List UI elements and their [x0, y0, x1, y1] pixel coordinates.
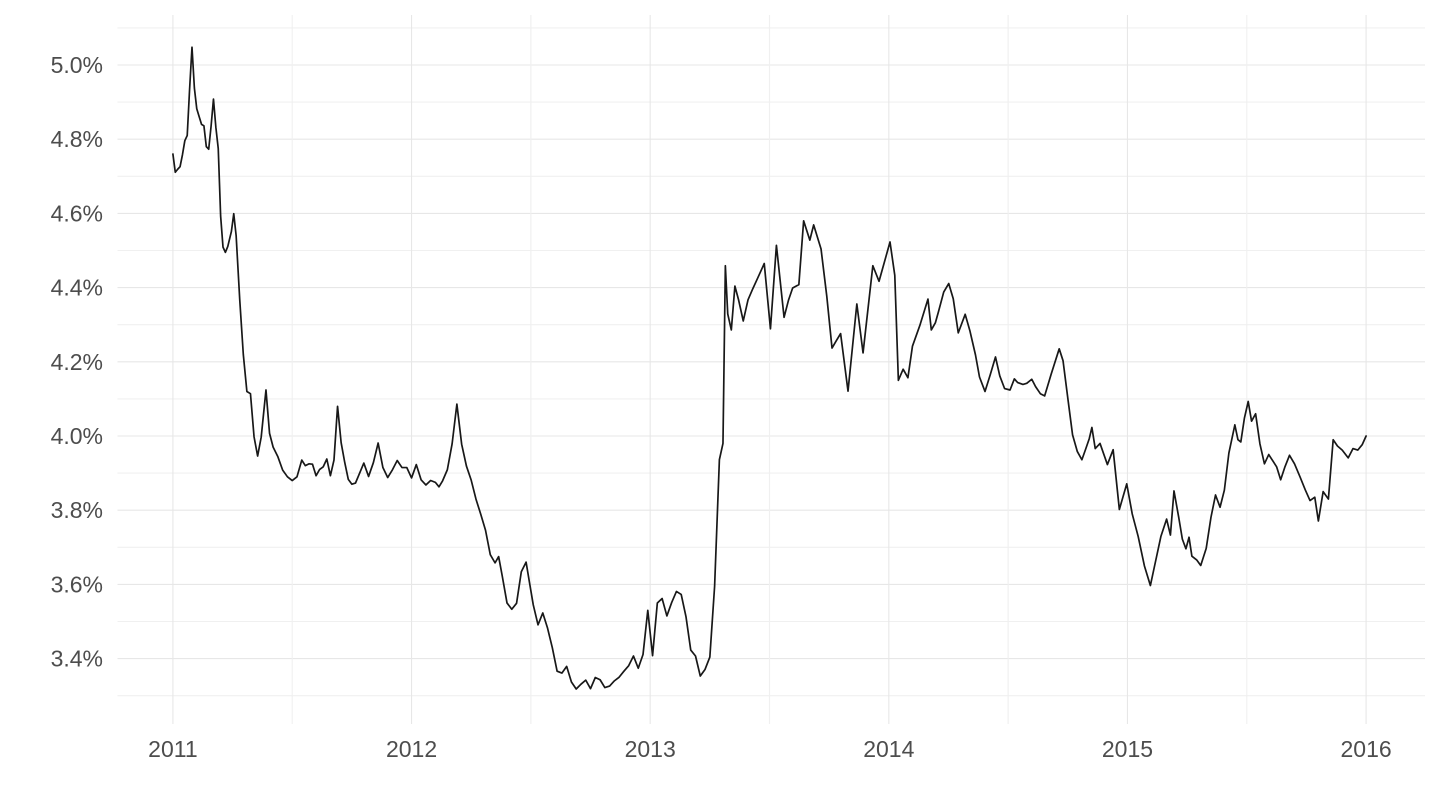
- svg-text:2012: 2012: [386, 736, 437, 762]
- svg-text:2011: 2011: [148, 736, 197, 762]
- svg-text:2016: 2016: [1341, 736, 1392, 762]
- svg-text:3.4%: 3.4%: [51, 646, 103, 672]
- svg-text:5.0%: 5.0%: [51, 52, 103, 78]
- svg-text:4.0%: 4.0%: [51, 423, 103, 449]
- svg-text:2014: 2014: [863, 736, 914, 762]
- svg-text:4.8%: 4.8%: [51, 126, 103, 152]
- svg-text:4.2%: 4.2%: [51, 349, 103, 375]
- svg-text:2013: 2013: [625, 736, 676, 762]
- svg-text:4.6%: 4.6%: [51, 200, 103, 226]
- svg-text:2015: 2015: [1102, 736, 1153, 762]
- svg-text:3.8%: 3.8%: [51, 497, 103, 523]
- svg-text:4.4%: 4.4%: [51, 275, 103, 301]
- svg-text:3.6%: 3.6%: [51, 571, 103, 597]
